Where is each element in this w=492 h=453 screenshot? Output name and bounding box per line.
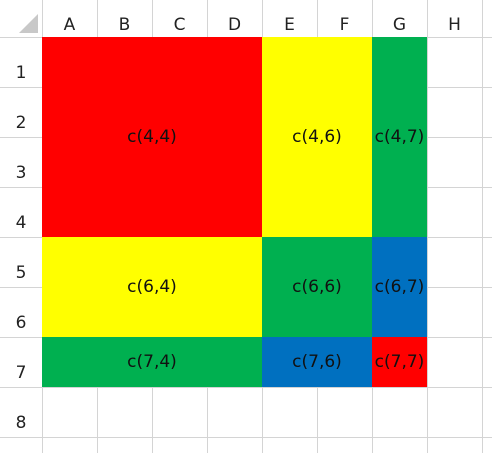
row-header[interactable]: 7	[15, 363, 27, 383]
grid-line	[0, 387, 492, 388]
cell[interactable]: c(4,4)	[42, 37, 262, 237]
select-all[interactable]	[0, 0, 42, 37]
column-header[interactable]: A	[63, 15, 76, 35]
column-header[interactable]: G	[392, 15, 407, 35]
column-header[interactable]: B	[118, 15, 131, 35]
row-header[interactable]: 1	[15, 63, 27, 83]
cell[interactable]: c(4,7)	[372, 37, 427, 237]
column-header[interactable]: H	[448, 15, 461, 35]
column-header[interactable]: D	[227, 15, 242, 35]
cell[interactable]: c(6,4)	[42, 237, 262, 337]
cell[interactable]: c(7,4)	[42, 337, 262, 387]
column-header[interactable]: F	[339, 15, 350, 35]
row-header[interactable]: 6	[15, 313, 27, 333]
row-header[interactable]: 5	[15, 263, 27, 283]
row-header[interactable]: 3	[15, 163, 27, 183]
grid-line	[482, 0, 483, 453]
row-header[interactable]: 8	[15, 413, 27, 433]
cell[interactable]: c(6,7)	[372, 237, 427, 337]
grid-line	[0, 437, 492, 438]
column-header[interactable]: E	[284, 15, 295, 35]
cell[interactable]: c(4,6)	[262, 37, 372, 237]
cell[interactable]: c(7,7)	[372, 337, 427, 387]
column-header[interactable]: C	[173, 15, 186, 35]
grid-line	[427, 0, 428, 453]
cell[interactable]: c(7,6)	[262, 337, 372, 387]
row-header[interactable]: 4	[15, 213, 27, 233]
row-header[interactable]: 2	[15, 113, 27, 133]
cell[interactable]: c(6,6)	[262, 237, 372, 337]
